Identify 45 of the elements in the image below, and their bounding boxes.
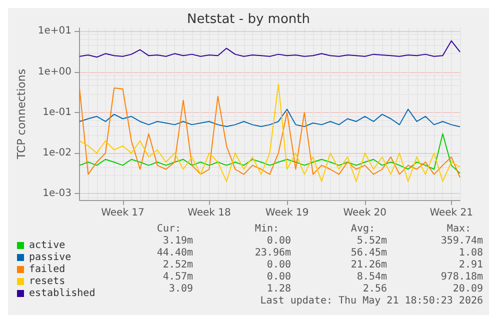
text: Min: bbox=[254, 224, 280, 234]
x-tick-label: Week 19 bbox=[265, 208, 309, 218]
y-tick-label: 1e-02 bbox=[42, 148, 72, 159]
text: 23.96m bbox=[254, 248, 291, 258]
text: 44.40m bbox=[156, 248, 193, 258]
text: Cur: bbox=[156, 224, 182, 234]
y-tick-label: 1e-01 bbox=[42, 106, 72, 118]
text: 3.19m bbox=[162, 236, 194, 246]
line-series bbox=[79, 133, 460, 174]
line-series bbox=[79, 40, 460, 58]
text: 56.45m bbox=[350, 248, 387, 258]
y-tick-label: 1e-03 bbox=[42, 188, 72, 200]
text: Last update: Thu May 21 18:50:23 2026 bbox=[260, 296, 484, 306]
text: 8.54m bbox=[356, 272, 388, 282]
text: 359.74m bbox=[440, 236, 484, 246]
legend-label: established bbox=[29, 288, 96, 299]
x-tick-label: Week 17 bbox=[101, 208, 144, 218]
chart-title: Netstat - by month bbox=[187, 12, 310, 27]
text: 3.09 bbox=[168, 284, 194, 294]
y-tick-label: 1e+01 bbox=[38, 26, 72, 37]
legend-label: active bbox=[29, 240, 66, 251]
legend-label: passive bbox=[29, 252, 72, 263]
line-series bbox=[79, 108, 460, 128]
text: 2.52m bbox=[162, 260, 194, 270]
text: 4.57m bbox=[162, 272, 194, 282]
y-axis-title: TCP connections bbox=[15, 68, 28, 160]
text: Max: bbox=[446, 224, 472, 234]
text: Avg: bbox=[350, 224, 376, 234]
text: 2.56 bbox=[362, 284, 388, 294]
text: 0.00 bbox=[266, 272, 292, 282]
text: 21.26m bbox=[350, 260, 387, 270]
legend-label: failed bbox=[29, 264, 66, 275]
text: 5.52m bbox=[356, 236, 388, 246]
legend-label: resets bbox=[29, 276, 66, 287]
text: 2.91 bbox=[458, 260, 484, 270]
text: 1.08 bbox=[458, 248, 484, 258]
x-tick-label: Week 18 bbox=[188, 208, 231, 218]
text: 1.28 bbox=[266, 284, 292, 294]
text: 20.09 bbox=[452, 284, 484, 294]
text: 0.00 bbox=[266, 236, 292, 246]
y-tick-label: 1e+00 bbox=[38, 66, 72, 78]
x-tick-label: Week 21 bbox=[430, 208, 474, 218]
x-tick-label: Week 20 bbox=[343, 208, 387, 218]
text: 978.18m bbox=[440, 272, 484, 282]
text: 0.00 bbox=[266, 260, 292, 270]
